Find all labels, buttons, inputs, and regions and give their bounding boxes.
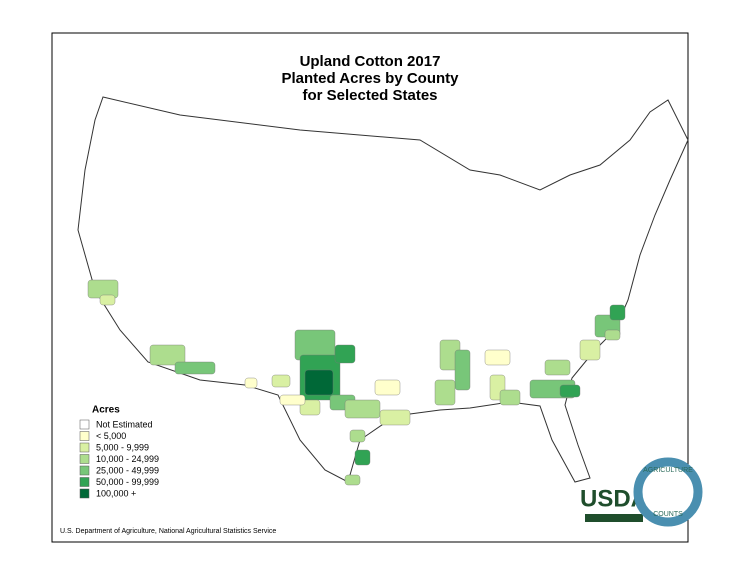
county-area xyxy=(349,429,366,443)
county-area xyxy=(559,384,581,398)
county-area xyxy=(544,359,571,376)
county-area xyxy=(244,377,258,389)
county-area xyxy=(374,379,401,396)
county-area xyxy=(379,409,411,426)
county-area xyxy=(334,344,356,364)
legend-swatch xyxy=(79,454,90,464)
title-line: for Selected States xyxy=(302,87,437,104)
county-area xyxy=(149,344,186,366)
legend-label: 10,000 - 24,999 xyxy=(96,454,159,464)
legend-swatch xyxy=(79,431,90,441)
county-area xyxy=(271,374,291,388)
county-area xyxy=(304,369,334,396)
county-area xyxy=(354,449,371,466)
county-area xyxy=(279,394,306,406)
logo-ring-bottom: COUNTS xyxy=(653,511,683,518)
county-area xyxy=(99,294,116,306)
county-area xyxy=(454,349,471,391)
legend-swatch xyxy=(79,465,90,476)
source: U.S. Department of Agriculture, National… xyxy=(60,528,276,535)
county-area xyxy=(579,339,601,361)
legend-swatch xyxy=(79,477,90,487)
county-area xyxy=(604,329,621,341)
county-area xyxy=(609,304,626,321)
legend-swatch xyxy=(79,442,90,453)
legend-label: 100,000 + xyxy=(96,488,136,498)
legend-swatch xyxy=(79,488,90,499)
legend-label: 5,000 - 9,999 xyxy=(96,442,149,452)
logo-ring xyxy=(633,457,703,527)
county-area xyxy=(344,474,361,486)
legend-label: < 5,000 xyxy=(96,431,126,441)
logo-ring-top: AGRICULTURE xyxy=(643,467,693,474)
logo-bar xyxy=(585,514,643,522)
county-area xyxy=(174,361,216,375)
county-area xyxy=(434,379,456,406)
county-area xyxy=(484,349,511,366)
title-line: Upland Cotton 2017 xyxy=(300,53,441,70)
legend-swatch xyxy=(79,419,90,430)
legend-label: Not Estimated xyxy=(96,419,153,429)
county-area xyxy=(344,399,381,419)
legend-label: 25,000 - 49,999 xyxy=(96,465,159,475)
cotton-counties xyxy=(87,279,626,486)
county-area xyxy=(499,389,521,406)
legend-label: 50,000 - 99,999 xyxy=(96,477,159,487)
title-line: Planted Acres by County xyxy=(282,70,460,87)
county-area xyxy=(299,399,321,416)
legend-title: Acres xyxy=(92,405,120,416)
